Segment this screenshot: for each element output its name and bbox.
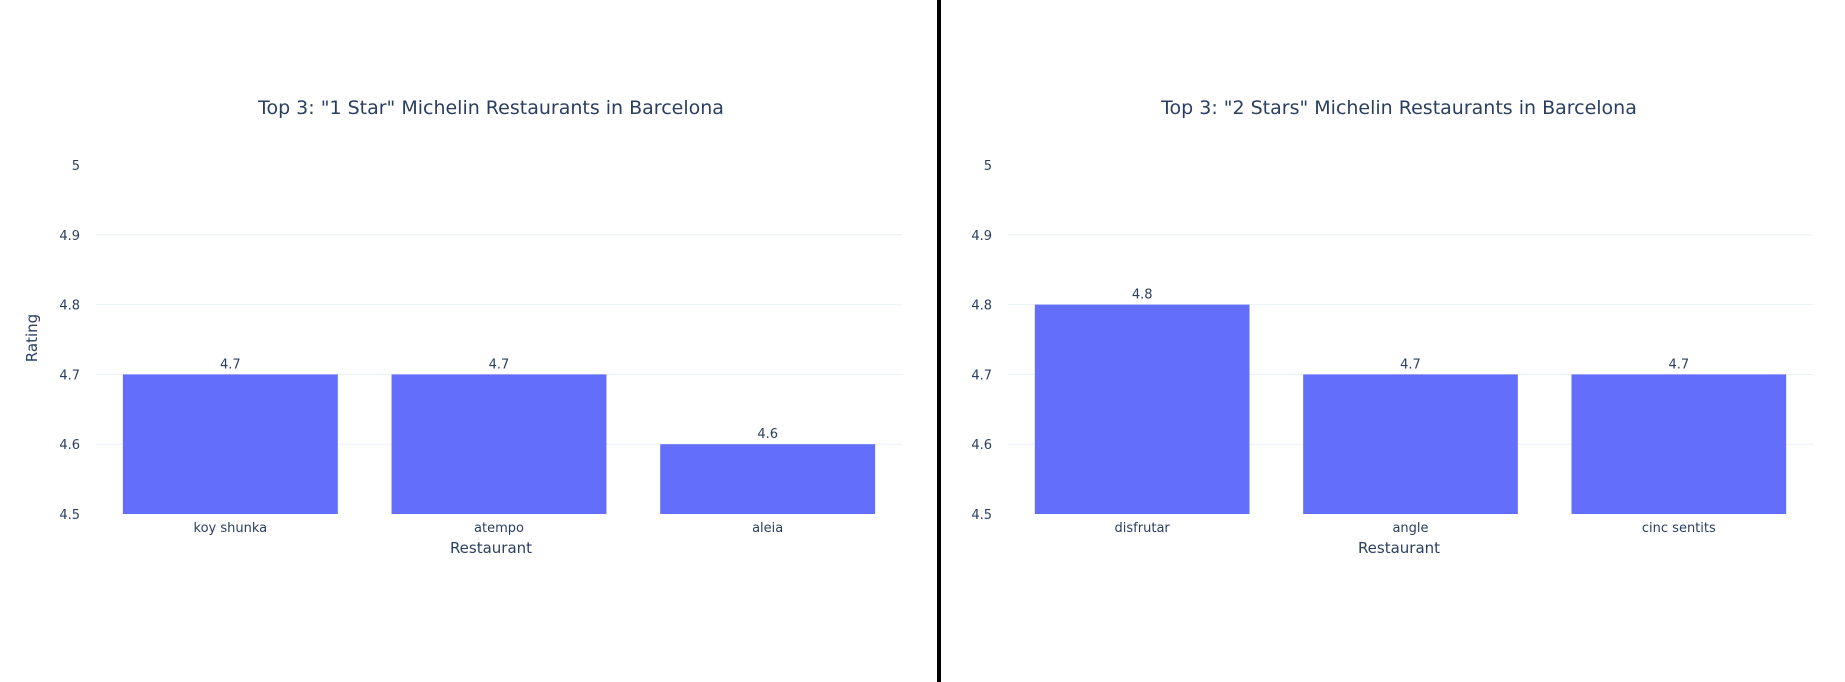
chart-2-stars: Top 3: "2 Stars" Michelin Restaurants in… [971,97,1813,557]
bar-value-label: 4.6 [757,427,778,442]
bar [1571,374,1787,514]
x-tick-labels: disfrutar angle cinc sentits [1115,521,1716,536]
bars [122,374,876,514]
x-axis-label: Restaurant [450,539,532,557]
chart-1-star: Top 3: "1 Star" Michelin Restaurants in … [23,97,902,557]
value-labels: 4.7 4.7 4.6 [220,357,778,442]
bar [1034,304,1250,514]
y-tick-label: 4.8 [59,299,80,314]
x-tick-label: koy shunka [194,521,268,536]
chart-title: Top 3: "2 Stars" Michelin Restaurants in… [1160,97,1637,119]
bar [1303,374,1518,514]
x-tick-label: disfrutar [1115,521,1171,536]
bar-value-label: 4.8 [1132,288,1153,303]
x-tick-labels: koy shunka atempo aleia [194,521,784,536]
bar-value-label: 4.7 [1400,357,1421,372]
y-tick-label: 4.5 [59,508,80,523]
value-labels: 4.8 4.7 4.7 [1132,288,1689,373]
y-tick-label: 4.9 [59,229,80,244]
bar-value-label: 4.7 [220,357,241,372]
y-tick-label: 4.6 [971,438,992,453]
bar-value-label: 4.7 [489,357,510,372]
y-axis-label: Rating [23,314,41,362]
bar-value-label: 4.7 [1668,357,1689,372]
y-tick-labels: 4.5 4.6 4.7 4.8 4.9 5 [59,159,80,523]
x-tick-label: atempo [474,521,524,536]
y-tick-label: 4.6 [59,438,80,453]
y-tick-label: 4.5 [971,508,992,523]
y-tick-label: 4.8 [971,299,992,314]
x-tick-label: aleia [752,521,783,536]
chart-title: Top 3: "1 Star" Michelin Restaurants in … [257,97,724,119]
y-tick-label: 4.7 [59,368,80,383]
y-tick-label: 5 [72,159,80,174]
bars [1034,304,1787,514]
x-tick-label: angle [1392,521,1428,536]
bar [660,444,876,514]
y-tick-label: 4.9 [971,229,992,244]
bar [122,374,338,514]
panel-divider [937,0,941,682]
x-axis-label: Restaurant [1358,539,1440,557]
bar [391,374,607,514]
x-tick-label: cinc sentits [1642,521,1716,536]
y-tick-label: 5 [984,159,992,174]
y-tick-label: 4.7 [971,368,992,383]
y-tick-labels: 4.5 4.6 4.7 4.8 4.9 5 [971,159,992,523]
